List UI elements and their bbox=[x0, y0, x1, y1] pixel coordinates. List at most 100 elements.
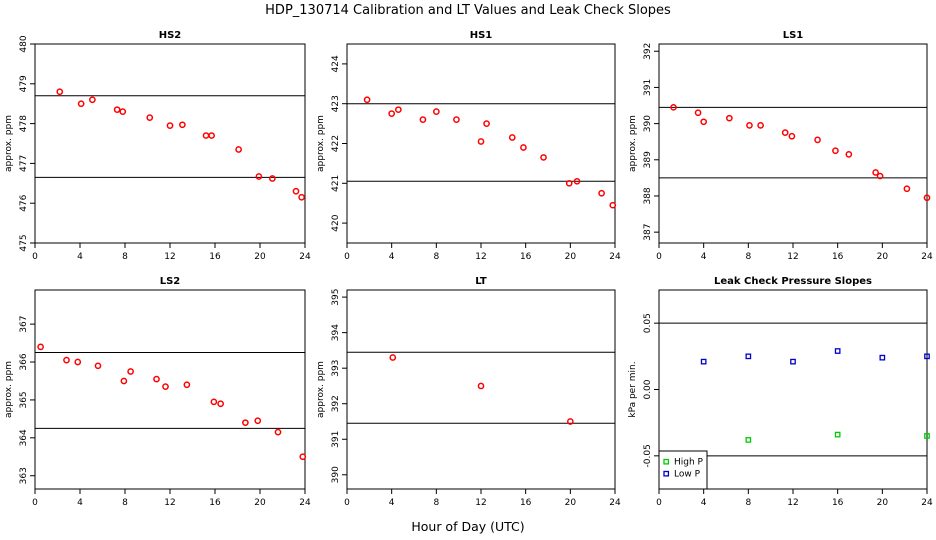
x-tick-label: 16 bbox=[832, 252, 844, 262]
x-tick-label: 12 bbox=[475, 498, 486, 508]
x-tick-label: 4 bbox=[701, 498, 707, 508]
data-point bbox=[814, 136, 821, 144]
data-point bbox=[598, 189, 605, 197]
data-point bbox=[363, 96, 371, 104]
x-tick-label: 0 bbox=[656, 498, 662, 508]
x-tick-label: 4 bbox=[389, 252, 395, 262]
y-tick-label: 478 bbox=[19, 115, 29, 132]
data-point bbox=[298, 193, 305, 201]
y-tick-label: 388 bbox=[643, 187, 653, 204]
data-point bbox=[183, 381, 191, 389]
x-tick-label: 12 bbox=[164, 252, 175, 262]
y-tick-label: -0.05 bbox=[643, 444, 653, 467]
y-tick-label: 392 bbox=[643, 43, 653, 60]
y-tick-label: 395 bbox=[331, 289, 341, 306]
x-tick-label: 8 bbox=[745, 252, 751, 262]
legend-label: Low P bbox=[674, 470, 701, 480]
y-tick-label: 391 bbox=[643, 79, 653, 96]
y-tick-label: 421 bbox=[331, 175, 341, 192]
legend-marker bbox=[663, 470, 670, 477]
x-tick-label: 4 bbox=[701, 252, 707, 262]
panel-3: LS1 0 4 8 12 16 20 24 387 388 389 390 391 392 approx. … bbox=[628, 30, 933, 262]
x-tick-label: 0 bbox=[32, 252, 38, 262]
data-point bbox=[432, 108, 440, 116]
x-tick-label: 8 bbox=[745, 498, 751, 508]
y-tick-label: 0.05 bbox=[643, 313, 653, 333]
data-point bbox=[477, 382, 485, 390]
panel-title: LS2 bbox=[160, 276, 181, 287]
data-point bbox=[573, 177, 581, 185]
data-point bbox=[56, 88, 64, 96]
y-tick-label: 392 bbox=[331, 395, 341, 412]
x-tick-label: 16 bbox=[832, 498, 844, 508]
x-tick-label: 8 bbox=[122, 252, 128, 262]
y-tick-label: 364 bbox=[19, 429, 29, 446]
data-point bbox=[694, 109, 702, 117]
data-point bbox=[670, 103, 677, 111]
x-tick-label: 24 bbox=[921, 498, 933, 508]
y-tick-label: 391 bbox=[331, 431, 341, 448]
x-tick-label: 24 bbox=[609, 252, 621, 262]
panel-title: LS1 bbox=[783, 30, 804, 41]
x-tick-label: 8 bbox=[433, 252, 439, 262]
data-point bbox=[834, 431, 841, 438]
x-axis-label: Hour of Day (UTC) bbox=[411, 519, 524, 534]
panel-title: HS2 bbox=[159, 30, 182, 41]
x-tick-label: 0 bbox=[344, 498, 350, 508]
x-tick-label: 0 bbox=[656, 252, 662, 262]
x-tick-label: 8 bbox=[433, 498, 439, 508]
x-tick-label: 20 bbox=[254, 498, 266, 508]
data-point bbox=[37, 343, 44, 351]
y-axis-label: approx. ppm bbox=[4, 361, 14, 418]
y-tick-label: 393 bbox=[331, 360, 341, 377]
y-tick-label: 387 bbox=[643, 224, 653, 241]
x-tick-label: 24 bbox=[921, 252, 933, 262]
panel-1: HS2 0 4 8 12 16 20 24 475 476 477 478 479 480 approx. … bbox=[4, 30, 311, 262]
y-tick-label: 366 bbox=[19, 353, 29, 370]
data-point bbox=[162, 383, 169, 391]
data-point bbox=[419, 116, 427, 123]
data-point bbox=[94, 362, 102, 370]
y-tick-label: 476 bbox=[19, 194, 29, 211]
data-point bbox=[153, 375, 160, 383]
x-tick-label: 16 bbox=[520, 498, 532, 508]
data-point bbox=[700, 358, 707, 365]
data-point bbox=[119, 108, 127, 116]
x-tick-label: 24 bbox=[299, 252, 311, 262]
y-tick-label: 367 bbox=[19, 316, 29, 333]
y-axis-label: approx. ppm bbox=[628, 115, 638, 172]
data-point bbox=[255, 173, 263, 180]
x-tick-label: 4 bbox=[77, 252, 83, 262]
panel-title: LT bbox=[475, 276, 487, 287]
x-tick-label: 16 bbox=[209, 252, 221, 262]
y-axis-label: kPa per min. bbox=[628, 361, 638, 417]
y-tick-label: 477 bbox=[19, 155, 29, 172]
data-point bbox=[757, 122, 764, 129]
panel-2: HS1 0 4 8 12 16 20 24 420 421 422 423 424 approx. ppm bbox=[316, 30, 621, 262]
y-axis-label: approx. ppm bbox=[316, 115, 326, 172]
data-point bbox=[745, 437, 752, 443]
legend-marker bbox=[663, 458, 670, 465]
data-point bbox=[146, 114, 154, 121]
data-point bbox=[389, 354, 397, 361]
data-point bbox=[483, 120, 490, 127]
data-point bbox=[876, 172, 884, 180]
data-point bbox=[700, 118, 708, 126]
data-point bbox=[745, 353, 752, 360]
legend-label: High P bbox=[674, 458, 704, 468]
y-tick-label: 365 bbox=[19, 391, 29, 408]
x-tick-label: 8 bbox=[122, 498, 128, 508]
data-point bbox=[179, 121, 186, 129]
y-axis-label: approx. ppm bbox=[4, 115, 14, 172]
x-tick-label: 4 bbox=[389, 498, 395, 508]
x-tick-label: 16 bbox=[520, 252, 532, 262]
y-tick-label: 0.00 bbox=[643, 379, 653, 399]
y-tick-label: 420 bbox=[331, 214, 341, 231]
data-point bbox=[242, 419, 249, 427]
data-point bbox=[872, 169, 879, 176]
y-axis-label: approx. ppm bbox=[316, 361, 326, 418]
y-tick-label: 475 bbox=[19, 234, 29, 251]
x-tick-label: 4 bbox=[77, 498, 83, 508]
data-point bbox=[477, 138, 485, 145]
